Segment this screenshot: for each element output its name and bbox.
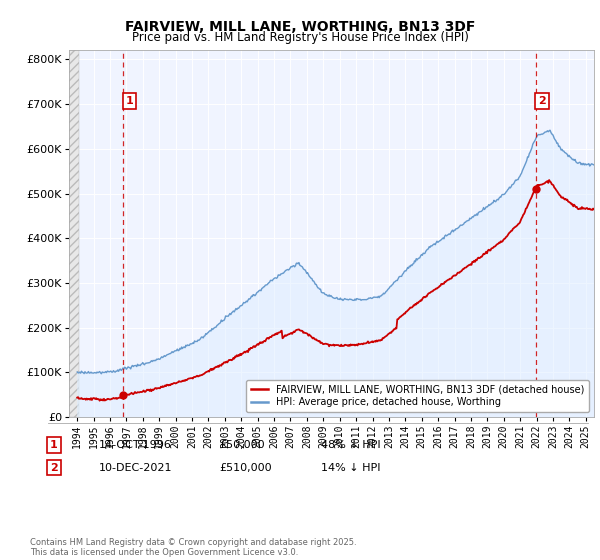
Text: £510,000: £510,000 [219, 463, 272, 473]
Text: 10-DEC-2021: 10-DEC-2021 [99, 463, 173, 473]
Text: 1: 1 [125, 96, 133, 106]
Text: 2: 2 [538, 96, 546, 106]
Text: FAIRVIEW, MILL LANE, WORTHING, BN13 3DF: FAIRVIEW, MILL LANE, WORTHING, BN13 3DF [125, 20, 475, 34]
Text: 2: 2 [50, 463, 58, 473]
Text: Contains HM Land Registry data © Crown copyright and database right 2025.
This d: Contains HM Land Registry data © Crown c… [30, 538, 356, 557]
Text: 14% ↓ HPI: 14% ↓ HPI [321, 463, 380, 473]
Text: 14-OCT-1996: 14-OCT-1996 [99, 440, 172, 450]
Text: Price paid vs. HM Land Registry's House Price Index (HPI): Price paid vs. HM Land Registry's House … [131, 31, 469, 44]
Text: 48% ↓ HPI: 48% ↓ HPI [321, 440, 380, 450]
Text: 1: 1 [50, 440, 58, 450]
Text: £50,000: £50,000 [219, 440, 265, 450]
Legend: FAIRVIEW, MILL LANE, WORTHING, BN13 3DF (detached house), HPI: Average price, de: FAIRVIEW, MILL LANE, WORTHING, BN13 3DF … [246, 380, 589, 412]
